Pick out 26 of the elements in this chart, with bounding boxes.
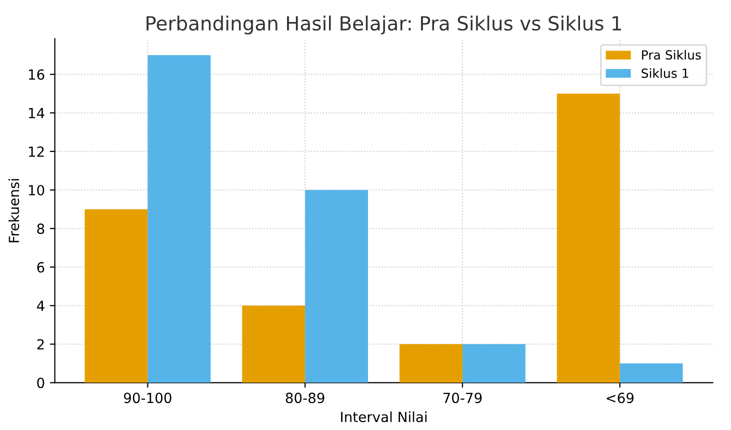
x-tick-label: 70-79 (443, 392, 482, 404)
y-tick-label: 2 (37, 339, 44, 350)
legend-label: Siklus 1 (642, 68, 688, 78)
y-tick-label: 6 (37, 262, 44, 273)
y-tick-label: 4 (36, 300, 44, 311)
y-tick-label: 14 (28, 108, 44, 118)
y-tick-label: 0 (37, 378, 44, 388)
chart-title: Perbandingan Hasil Belajar: Pra Siklus vs Siklus 1 (146, 16, 622, 34)
x-tick-label: 90-100 (124, 392, 172, 404)
y-tick-label: 8 (37, 223, 44, 234)
bar (84, 209, 148, 383)
bar (462, 344, 526, 383)
bar (148, 55, 211, 383)
y-tick-label: 12 (28, 146, 44, 157)
legend-label: Pra Siklus (642, 50, 701, 60)
bar (556, 94, 620, 383)
x-tick-label: <69 (606, 392, 634, 404)
x-axis-title: Interval Nilai (341, 411, 427, 422)
bar (242, 306, 306, 383)
bar (305, 190, 368, 383)
y-axis-title: Frekuensi (8, 179, 20, 242)
y-tick-label: 10 (28, 184, 44, 196)
y-tick-label: 16 (28, 69, 44, 80)
bar (620, 363, 683, 383)
x-tick-label: 80-89 (286, 392, 324, 404)
bar (400, 344, 462, 383)
